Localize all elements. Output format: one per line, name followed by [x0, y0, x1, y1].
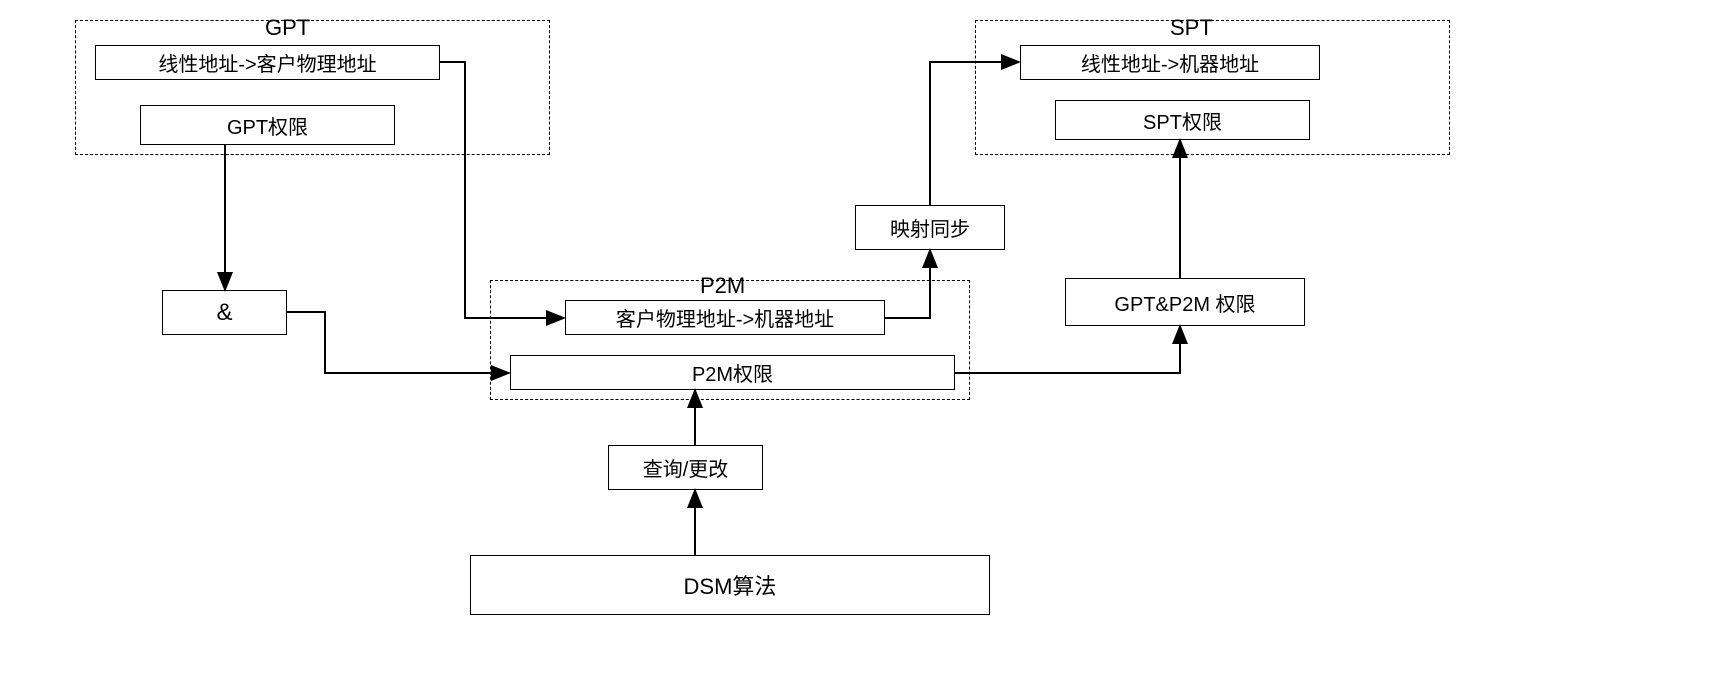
dsm-text: DSM算法 — [684, 569, 777, 601]
query-modify-text: 查询/更改 — [643, 453, 729, 482]
spt-permissions-text: SPT权限 — [1143, 106, 1222, 135]
and-text: & — [216, 299, 232, 327]
p2m-perm-to-gptp2m — [955, 326, 1180, 373]
gpt-p2m-perm-box: GPT&P2M 权限 — [1065, 278, 1305, 326]
spt-permissions-box: SPT权限 — [1055, 100, 1310, 140]
spt-mapping-box: 线性地址->机器地址 — [1020, 45, 1320, 80]
p2m-permissions-box: P2M权限 — [510, 355, 955, 390]
p2m-title: P2M — [700, 273, 745, 299]
spt-title: SPT — [1170, 15, 1213, 41]
map-sync-box: 映射同步 — [855, 205, 1005, 250]
gpt-permissions-text: GPT权限 — [227, 111, 308, 140]
gpt-title: GPT — [265, 15, 310, 41]
map-sync-text: 映射同步 — [890, 213, 970, 242]
query-modify-box: 查询/更改 — [608, 445, 763, 490]
gpt-mapping-box: 线性地址->客户物理地址 — [95, 45, 440, 80]
dsm-box: DSM算法 — [470, 555, 990, 615]
gpt-mapping-text: 线性地址->客户物理地址 — [158, 48, 376, 77]
and-box: & — [162, 290, 287, 335]
p2m-mapping-text: 客户物理地址->机器地址 — [616, 303, 834, 332]
spt-mapping-text: 线性地址->机器地址 — [1081, 48, 1259, 77]
p2m-mapping-box: 客户物理地址->机器地址 — [565, 300, 885, 335]
p2m-permissions-text: P2M权限 — [692, 358, 773, 387]
diagram-container: GPT 线性地址->客户物理地址 GPT权限 SPT 线性地址->机器地址 SP… — [0, 0, 1713, 691]
and-to-p2m-perm — [287, 312, 509, 373]
gpt-p2m-perm-text: GPT&P2M 权限 — [1114, 288, 1255, 317]
gpt-permissions-box: GPT权限 — [140, 105, 395, 145]
